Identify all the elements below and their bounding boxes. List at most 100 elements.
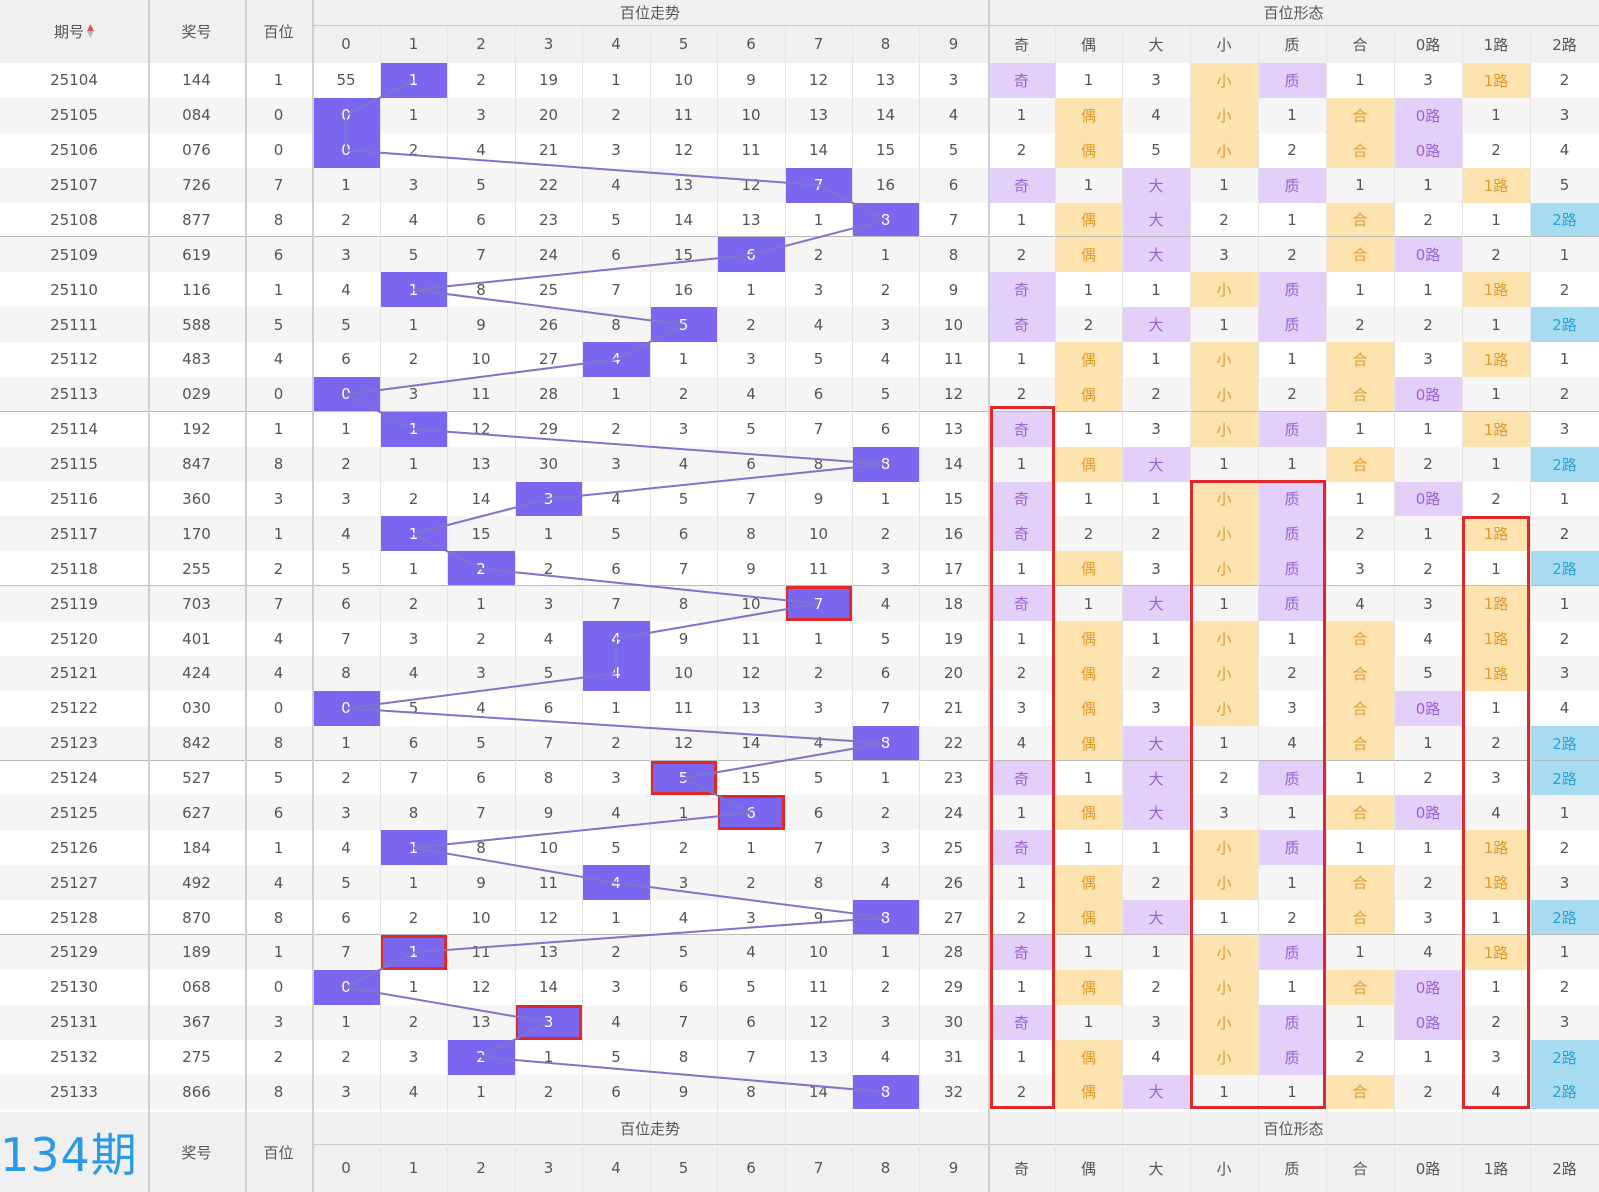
trend-miss-cell: 3 — [408, 385, 419, 404]
prize-number-cell: 076 — [182, 141, 211, 160]
trend-miss-cell: 4 — [746, 943, 756, 962]
form-cell: 1 — [1559, 245, 1570, 264]
hundreds-digit-cell: 4 — [273, 664, 284, 683]
trend-miss-cell: 2 — [408, 489, 419, 508]
form-cell: 2 — [1423, 873, 1433, 892]
prize-number-cell: 029 — [182, 385, 211, 404]
trend-miss-cell: 22 — [538, 176, 559, 195]
form-cell: 2 — [1559, 280, 1570, 299]
period-cell: 25115 — [50, 455, 98, 474]
sort-icon[interactable]: ▲ ▼ — [87, 22, 94, 40]
form-cell: 2 — [1083, 524, 1094, 543]
form-cell: 奇 — [988, 307, 1055, 343]
form-cell: 0路 — [1394, 97, 1462, 133]
form-cell: 1 — [1016, 873, 1027, 892]
form-cell: 2 — [1423, 769, 1433, 788]
form-cell: 奇 — [988, 586, 1055, 622]
form-cell: 4 — [1151, 1048, 1161, 1067]
header-period-label[interactable]: 期号 ▲ ▼ — [0, 0, 148, 63]
form-cell: 奇 — [988, 830, 1055, 866]
trend-hit-cell: 1 — [380, 516, 447, 552]
trend-miss-cell: 6 — [746, 1013, 756, 1032]
trend-miss-cell: 4 — [746, 385, 756, 404]
form-cell: 2 — [1559, 524, 1570, 543]
form-cell: 2 — [1151, 385, 1161, 404]
form-cell: 1 — [1491, 978, 1501, 997]
form-cell: 1 — [1219, 315, 1229, 334]
period-cell: 25104 — [50, 71, 98, 90]
trend-miss-cell: 9 — [948, 280, 959, 299]
form-cell: 1 — [1491, 315, 1501, 334]
trend-hit-cell: 0 — [312, 132, 380, 168]
trend-hit-cell: 3 — [515, 481, 582, 517]
trend-hit-cell: 2 — [447, 1039, 515, 1075]
form-cell: 偶 — [1055, 655, 1122, 691]
form-cell: 大 — [1122, 167, 1190, 203]
trend-miss-cell: 6 — [611, 245, 621, 264]
trend-miss-cell: 10 — [673, 71, 694, 90]
table-row[interactable] — [0, 63, 1599, 98]
form-cell: 2 — [1491, 141, 1501, 160]
table-row[interactable] — [0, 516, 1599, 552]
hundreds-digit-cell: 0 — [273, 978, 284, 997]
form-cell: 奇 — [988, 481, 1055, 517]
form-cell: 3 — [1151, 420, 1161, 439]
period-cell: 25110 — [50, 280, 98, 299]
trend-miss-cell: 26 — [538, 315, 559, 334]
footer-digit-col-0: 0 — [341, 1159, 351, 1177]
form-cell: 1 — [1491, 559, 1501, 578]
trend-miss-cell: 31 — [943, 1048, 964, 1067]
form-cell: 1 — [1016, 803, 1027, 822]
form-cell: 大 — [1122, 795, 1190, 831]
form-cell: 2 — [1491, 1013, 1501, 1032]
trend-miss-cell: 5 — [408, 699, 419, 718]
trend-miss-cell: 11 — [538, 873, 559, 892]
trend-miss-cell: 10 — [741, 106, 761, 125]
trend-miss-cell: 14 — [741, 734, 761, 753]
trend-miss-cell: 32 — [943, 1082, 964, 1101]
trend-miss-cell: 9 — [476, 315, 486, 334]
table-row[interactable] — [0, 272, 1599, 308]
footer-trend-label: 百位走势 — [619, 1119, 680, 1138]
form-cell: 0路 — [1394, 481, 1462, 517]
period-cell: 25124 — [50, 769, 98, 788]
form-cell: 小 — [1190, 621, 1258, 656]
table-row[interactable] — [0, 307, 1599, 343]
trend-miss-cell: 3 — [476, 664, 486, 683]
trend-miss-cell: 1 — [408, 315, 419, 334]
trend-miss-cell: 2 — [746, 873, 756, 892]
footer-digit-col-5: 5 — [678, 1159, 689, 1177]
trend-miss-cell: 26 — [943, 873, 964, 892]
trend-miss-cell: 6 — [408, 734, 419, 753]
trend-miss-cell: 7 — [543, 734, 554, 753]
prize-number-cell: 866 — [182, 1082, 211, 1101]
footer-form-col-3: 小 — [1216, 1159, 1232, 1178]
table-row[interactable] — [0, 1004, 1599, 1040]
trend-miss-cell: 5 — [611, 838, 621, 857]
form-cell: 2 — [1151, 873, 1161, 892]
trend-miss-cell: 7 — [341, 943, 351, 962]
form-cell: 2 — [1423, 315, 1433, 334]
table-row[interactable] — [0, 830, 1599, 866]
trend-miss-cell: 5 — [880, 385, 891, 404]
form-cell: 偶 — [1055, 202, 1122, 238]
form-cell: 1路 — [1462, 167, 1530, 203]
period-cell: 25107 — [50, 176, 98, 195]
column-gridline — [1462, 28, 1463, 1192]
trend-miss-cell: 2 — [408, 141, 419, 160]
form-cell: 3 — [1151, 559, 1161, 578]
trend-miss-cell: 2 — [678, 838, 689, 857]
trend-miss-cell: 12 — [673, 141, 694, 160]
trend-miss-cell: 8 — [813, 873, 824, 892]
hundreds-digit-cell: 8 — [273, 908, 284, 927]
form-cell: 3 — [1423, 594, 1433, 613]
trend-miss-cell: 10 — [943, 315, 964, 334]
footer-form-col-7: 1路 — [1483, 1159, 1509, 1178]
trend-miss-cell: 11 — [808, 978, 829, 997]
trend-miss-cell: 5 — [678, 489, 689, 508]
form-cell: 2 — [1355, 315, 1365, 334]
trend-hit-cell: 0 — [312, 376, 380, 412]
form-cell: 1路 — [1462, 63, 1530, 98]
header-form-col-6: 0路 — [1415, 35, 1441, 54]
header-form-label: 百位形态 — [1263, 4, 1324, 22]
